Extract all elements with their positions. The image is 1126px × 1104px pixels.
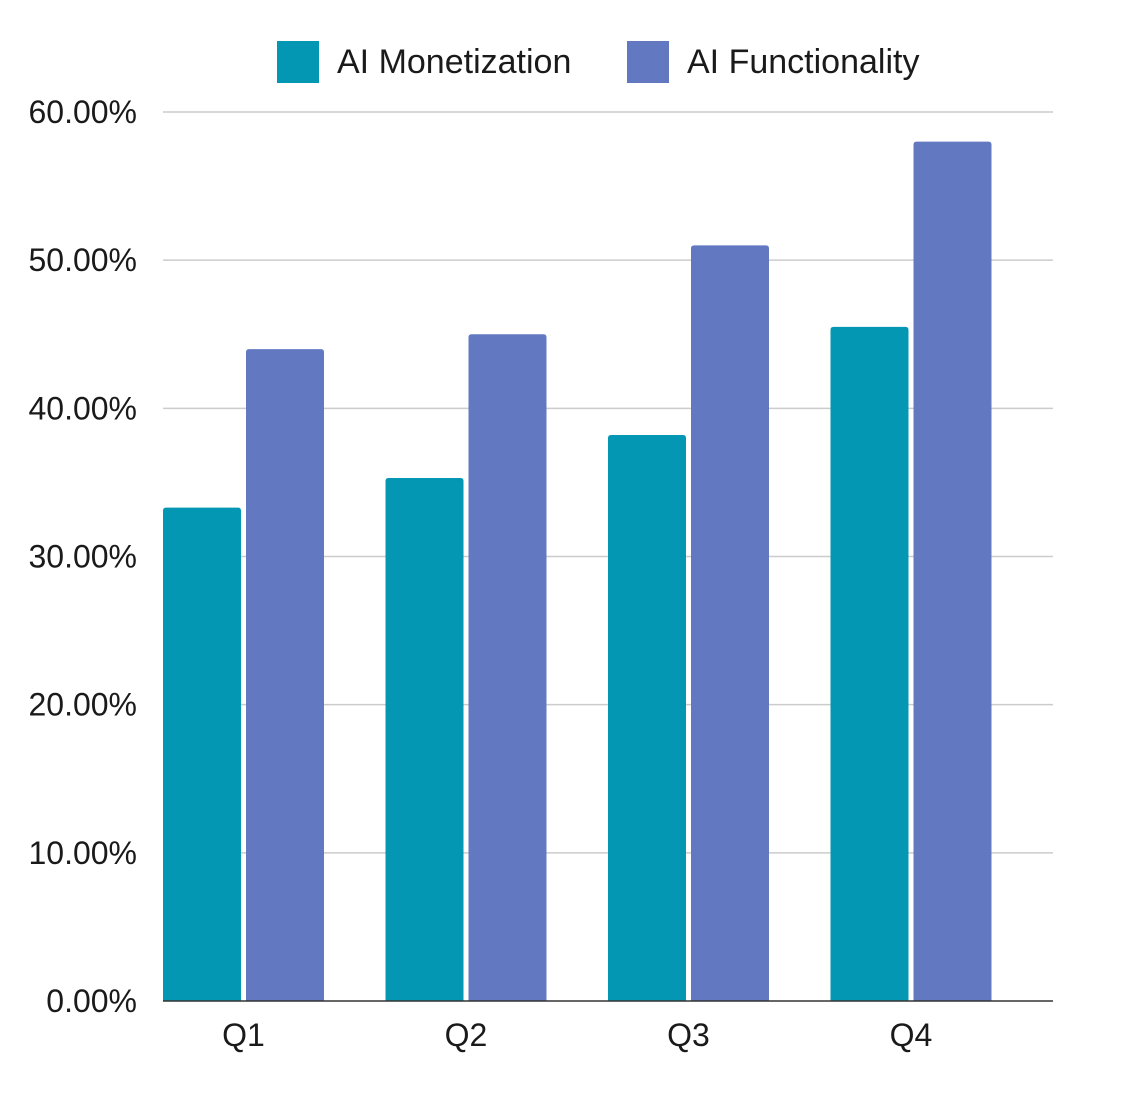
x-tick-label: Q3 xyxy=(667,1017,710,1053)
bar-ai-functionality-q1 xyxy=(246,349,324,1002)
legend-label: AI Functionality xyxy=(687,43,919,81)
y-tick-label: 0.00% xyxy=(46,983,137,1019)
axes: 0.00% 10.00% 20.00% 30.00% 40.00% 50.00% 60.00… xyxy=(28,94,1053,1053)
y-tick-label: 10.00% xyxy=(28,835,137,871)
bars xyxy=(163,141,992,1002)
bar-ai-functionality-q3 xyxy=(691,245,769,1002)
legend: AI Monetization AI Functionality xyxy=(277,41,919,83)
y-tick-label: 20.00% xyxy=(28,687,137,723)
bar-ai-monetization-q1 xyxy=(163,507,241,1001)
bar-ai-functionality-q2 xyxy=(468,334,547,1001)
bar-ai-monetization-q4 xyxy=(830,326,909,1001)
y-tick-label: 60.00% xyxy=(28,94,137,130)
y-tick-label: 50.00% xyxy=(28,242,137,278)
bar-ai-functionality-q4 xyxy=(913,141,992,1002)
bar-ai-monetization-q3 xyxy=(608,435,686,1002)
x-tick-label: Q2 xyxy=(445,1017,488,1053)
legend-swatch xyxy=(277,41,319,83)
x-tick-label: Q4 xyxy=(890,1017,933,1053)
legend-swatch xyxy=(627,41,669,83)
bar-ai-monetization-q2 xyxy=(385,477,464,1001)
y-tick-label: 30.00% xyxy=(28,539,137,575)
legend-label: AI Monetization xyxy=(337,43,571,81)
y-tick-label: 40.00% xyxy=(28,390,137,426)
x-tick-label: Q1 xyxy=(222,1017,265,1053)
